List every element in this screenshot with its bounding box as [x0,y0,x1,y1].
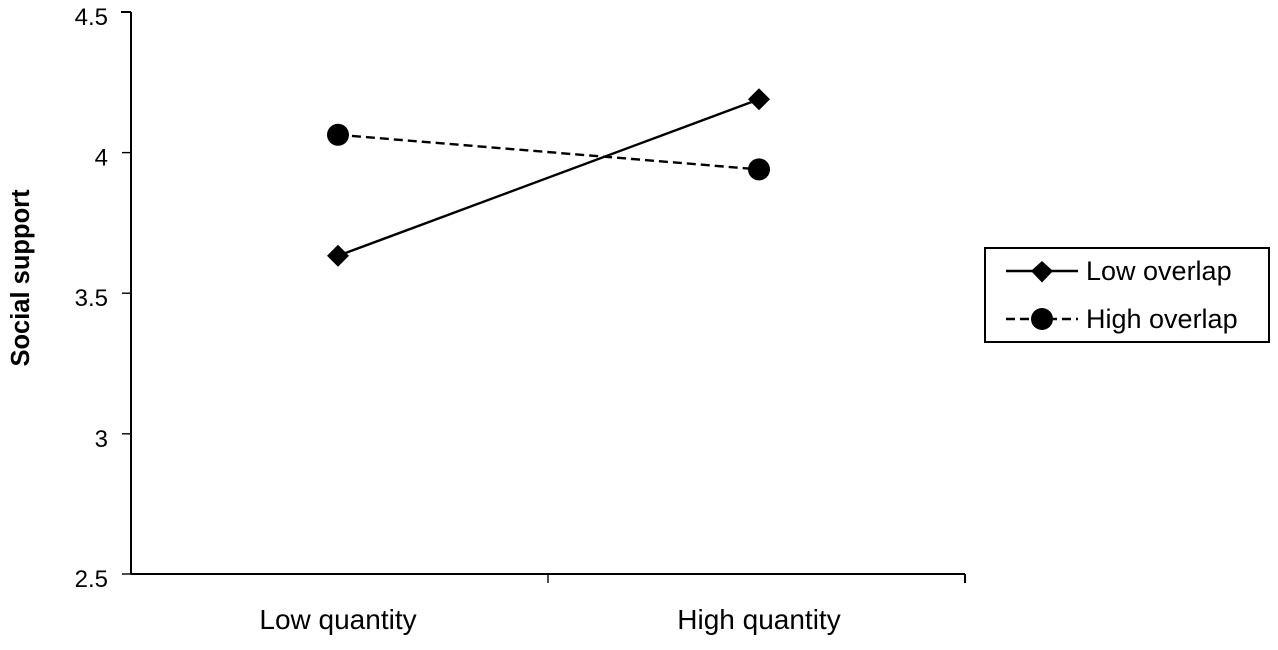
svg-text:3.5: 3.5 [75,285,108,312]
svg-text:Low overlap: Low overlap [1086,256,1232,286]
svg-text:3: 3 [95,426,108,453]
svg-text:High overlap: High overlap [1086,304,1238,334]
svg-text:2.5: 2.5 [75,566,108,593]
svg-text:4.5: 4.5 [75,4,108,31]
svg-text:Low quantity: Low quantity [259,604,416,635]
svg-text:High quantity: High quantity [677,604,840,635]
svg-text:4: 4 [95,145,108,172]
svg-text:Social support: Social support [7,189,35,367]
